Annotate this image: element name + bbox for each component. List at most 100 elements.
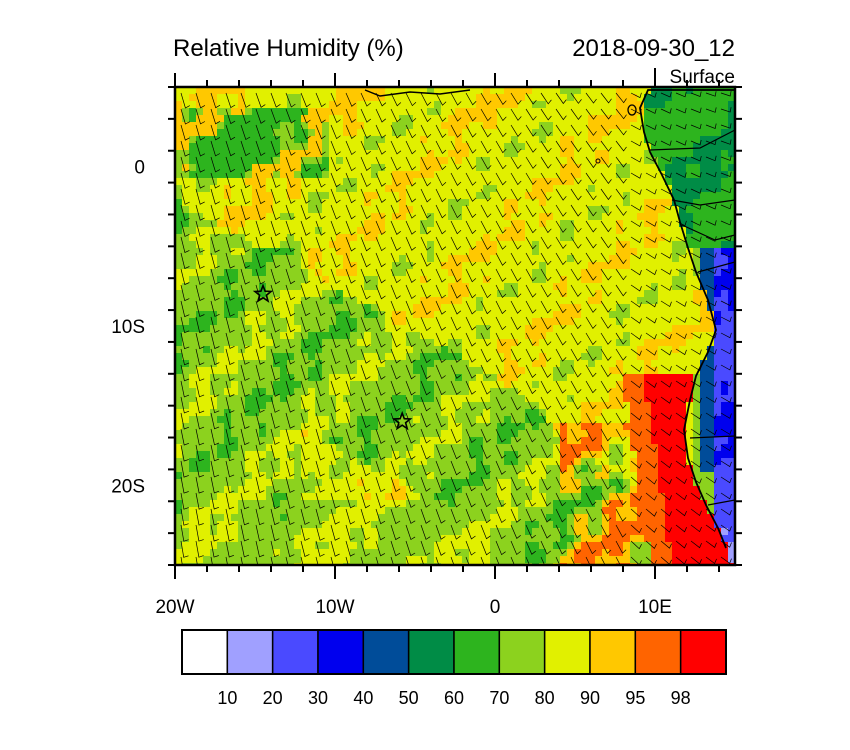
humidity-cell — [371, 234, 379, 242]
humidity-cell — [623, 269, 631, 277]
humidity-cell — [217, 479, 225, 487]
humidity-cell — [294, 458, 302, 466]
humidity-cell — [560, 199, 568, 207]
humidity-cell — [301, 136, 309, 144]
humidity-cell — [259, 416, 267, 424]
humidity-cell — [350, 367, 358, 375]
humidity-cell — [392, 444, 400, 452]
humidity-cell — [665, 213, 673, 221]
humidity-cell — [378, 241, 386, 249]
humidity-cell — [434, 185, 442, 193]
humidity-cell — [714, 479, 722, 487]
humidity-cell — [420, 276, 428, 284]
humidity-cell — [259, 255, 267, 263]
humidity-cell — [553, 143, 561, 151]
humidity-cell — [574, 346, 582, 354]
humidity-cell — [350, 304, 358, 312]
humidity-cell — [525, 437, 533, 445]
humidity-cell — [315, 143, 323, 151]
humidity-cell — [525, 465, 533, 473]
humidity-cell — [441, 87, 449, 95]
humidity-cell — [238, 374, 246, 382]
humidity-cell — [525, 514, 533, 522]
humidity-cell — [231, 514, 239, 522]
humidity-cell — [574, 164, 582, 172]
humidity-cell — [616, 101, 624, 109]
humidity-cell — [581, 234, 589, 242]
humidity-cell — [511, 507, 519, 515]
humidity-cell — [553, 402, 561, 410]
humidity-cell — [602, 423, 610, 431]
humidity-cell — [588, 283, 596, 291]
humidity-cell — [679, 374, 687, 382]
humidity-cell — [210, 94, 218, 102]
humidity-cell — [364, 318, 372, 326]
humidity-cell — [420, 220, 428, 228]
humidity-cell — [252, 248, 260, 256]
humidity-cell — [343, 521, 351, 529]
humidity-cell — [455, 150, 463, 158]
humidity-cell — [658, 129, 666, 137]
humidity-cell — [581, 311, 589, 319]
humidity-cell — [553, 290, 561, 298]
humidity-cell — [224, 311, 232, 319]
humidity-cell — [455, 339, 463, 347]
humidity-cell — [427, 129, 435, 137]
humidity-cell — [280, 444, 288, 452]
humidity-cell — [658, 451, 666, 459]
humidity-cell — [203, 220, 211, 228]
humidity-cell — [574, 255, 582, 263]
humidity-cell — [413, 94, 421, 102]
humidity-cell — [189, 472, 197, 480]
humidity-cell — [560, 444, 568, 452]
humidity-cell — [385, 423, 393, 431]
humidity-cell — [399, 171, 407, 179]
humidity-cell — [413, 458, 421, 466]
humidity-cell — [553, 381, 561, 389]
humidity-cell — [518, 353, 526, 361]
humidity-cell — [287, 129, 295, 137]
humidity-cell — [588, 185, 596, 193]
humidity-cell — [259, 206, 267, 214]
humidity-cell — [392, 521, 400, 529]
humidity-cell — [707, 395, 715, 403]
humidity-cell — [182, 269, 190, 277]
humidity-cell — [462, 213, 470, 221]
humidity-cell — [308, 346, 316, 354]
humidity-cell — [322, 465, 330, 473]
humidity-cell — [588, 472, 596, 480]
humidity-cell — [700, 381, 708, 389]
humidity-cell — [483, 157, 491, 165]
humidity-cell — [693, 241, 701, 249]
humidity-cell — [350, 269, 358, 277]
humidity-cell — [665, 206, 673, 214]
humidity-cell — [504, 213, 512, 221]
humidity-cell — [686, 241, 694, 249]
humidity-cell — [504, 94, 512, 102]
humidity-cell — [420, 87, 428, 95]
humidity-cell — [588, 437, 596, 445]
humidity-cell — [301, 122, 309, 130]
humidity-cell — [469, 276, 477, 284]
humidity-cell — [252, 115, 260, 123]
humidity-cell — [630, 444, 638, 452]
humidity-cell — [511, 206, 519, 214]
humidity-cell — [378, 164, 386, 172]
humidity-cell — [672, 234, 680, 242]
humidity-cell — [714, 269, 722, 277]
humidity-cell — [644, 500, 652, 508]
humidity-cell — [357, 206, 365, 214]
humidity-cell — [175, 129, 183, 137]
humidity-cell — [315, 325, 323, 333]
humidity-cell — [476, 101, 484, 109]
humidity-cell — [728, 269, 735, 277]
humidity-cell — [567, 171, 575, 179]
humidity-cell — [266, 297, 274, 305]
humidity-cell — [420, 451, 428, 459]
humidity-cell — [490, 374, 498, 382]
humidity-cell — [525, 360, 533, 368]
humidity-cell — [217, 486, 225, 494]
humidity-cell — [546, 122, 554, 130]
humidity-cell — [546, 283, 554, 291]
humidity-cell — [301, 381, 309, 389]
